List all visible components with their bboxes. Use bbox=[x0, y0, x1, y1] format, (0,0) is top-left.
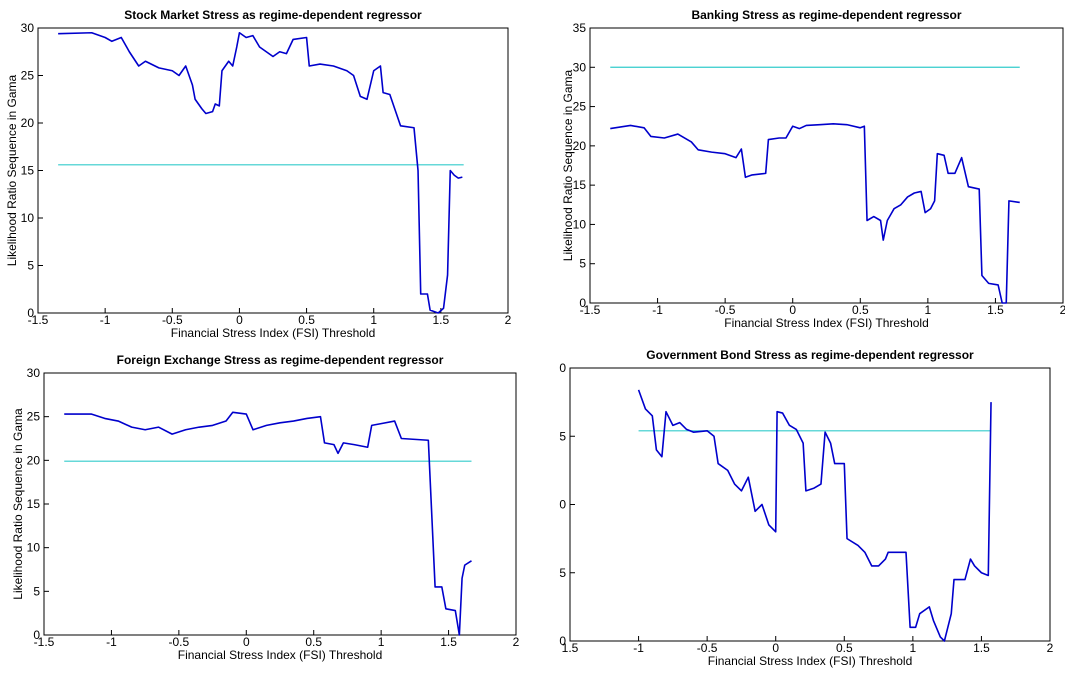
x-tick-label: 0.5 bbox=[852, 303, 869, 317]
y-tick-label: 15 bbox=[21, 164, 35, 178]
plot-area bbox=[43, 372, 517, 636]
x-tick-label: -1 bbox=[633, 641, 644, 655]
y-tick-label: 25 bbox=[573, 100, 587, 114]
x-tick-label: 1.5 bbox=[433, 313, 450, 327]
y-tick-label: 5 bbox=[559, 566, 566, 580]
x-tick-label: -1 bbox=[100, 313, 111, 327]
y-tick-label: 20 bbox=[21, 116, 35, 130]
x-tick-label: -0.5 bbox=[162, 313, 183, 327]
x-tick-label: -1.5 bbox=[580, 303, 601, 317]
y-tick-label: 30 bbox=[27, 366, 41, 380]
y-tick-label: 25 bbox=[27, 410, 41, 424]
y-tick-label: 30 bbox=[21, 21, 35, 35]
data-line bbox=[58, 31, 463, 314]
x-tick-label: 1.5 bbox=[973, 641, 990, 655]
x-tick-label: 0 bbox=[772, 641, 779, 655]
x-axis-label: Financial Stress Index (FSI) Threshold bbox=[171, 326, 376, 340]
y-tick-label: 5 bbox=[33, 584, 40, 598]
x-tick-label: 1 bbox=[370, 313, 377, 327]
x-axis-label: Financial Stress Index (FSI) Threshold bbox=[708, 654, 913, 668]
data-line bbox=[610, 123, 1020, 304]
y-tick-label: 0 bbox=[559, 634, 566, 648]
x-tick-label: 1.5 bbox=[562, 641, 579, 655]
x-tick-label: -0.5 bbox=[715, 303, 736, 317]
y-tick-label: 0 bbox=[559, 361, 566, 375]
y-tick-label: 20 bbox=[573, 139, 587, 153]
x-tick-label: 2 bbox=[505, 313, 512, 327]
x-tick-label: 0 bbox=[243, 635, 250, 649]
chart-title: Stock Market Stress as regime-dependent … bbox=[124, 8, 422, 22]
plot-area bbox=[37, 27, 509, 314]
y-axis-label: Likelihood Ratio Sequence in Gama bbox=[11, 408, 25, 600]
y-tick-label: 10 bbox=[27, 541, 41, 555]
x-tick-label: 0.5 bbox=[305, 635, 322, 649]
y-tick-label: 0 bbox=[27, 306, 34, 320]
y-tick-label: 35 bbox=[573, 21, 587, 35]
x-axis-label: Financial Stress Index (FSI) Threshold bbox=[724, 316, 929, 330]
y-tick-label: 0 bbox=[579, 296, 586, 310]
x-tick-label: 2 bbox=[513, 635, 520, 649]
y-tick-label: 5 bbox=[27, 259, 34, 273]
x-tick-label: 0.5 bbox=[298, 313, 315, 327]
x-tick-label: 0.5 bbox=[836, 641, 853, 655]
y-axis-label: Likelihood Ratio Sequence in Gama bbox=[5, 74, 19, 266]
x-axis-label: Financial Stress Index (FSI) Threshold bbox=[178, 648, 383, 662]
x-tick-label: -1.5 bbox=[28, 313, 49, 327]
x-tick-label: 0 bbox=[789, 303, 796, 317]
x-tick-label: 0 bbox=[236, 313, 243, 327]
y-tick-label: 30 bbox=[573, 60, 587, 74]
chart-panel: -1.5 -1 -0.5 0 0.5 1 1.5 205101520253035Banking… bbox=[561, 8, 1065, 330]
y-tick-label: 0 bbox=[559, 498, 566, 512]
y-tick-label: 20 bbox=[27, 453, 41, 467]
y-tick-label: 10 bbox=[21, 211, 35, 225]
y-tick-label: 15 bbox=[27, 497, 41, 511]
y-tick-label: 5 bbox=[559, 429, 566, 443]
x-tick-label: -1 bbox=[106, 635, 117, 649]
y-tick-label: 0 bbox=[33, 628, 40, 642]
x-tick-label: 1.5 bbox=[440, 635, 457, 649]
y-tick-label: 5 bbox=[579, 257, 586, 271]
y-axis-label: Likelihood Ratio Sequence in Gama bbox=[561, 69, 575, 261]
data-line bbox=[64, 411, 472, 636]
chart-panel: 1.5 -1 -0.5 0 0.5 1 1.5 2 0 5 0 5 0 Government Bond S… bbox=[559, 348, 1053, 668]
plot-area bbox=[589, 27, 1064, 304]
y-tick-label: 25 bbox=[21, 69, 35, 83]
x-tick-label: -0.5 bbox=[169, 635, 190, 649]
x-tick-label: 1 bbox=[925, 303, 932, 317]
y-tick-label: 15 bbox=[573, 178, 587, 192]
x-tick-label: 2 bbox=[1060, 303, 1065, 317]
x-tick-label: 2 bbox=[1047, 641, 1054, 655]
chart-title: Banking Stress as regime-dependent regre… bbox=[691, 8, 961, 22]
chart-title: Government Bond Stress as regime-depende… bbox=[646, 348, 974, 362]
y-tick-label: 10 bbox=[573, 217, 587, 231]
x-tick-label: 1 bbox=[910, 641, 917, 655]
plot-area bbox=[569, 367, 1051, 642]
x-tick-label: -1.5 bbox=[34, 635, 55, 649]
x-tick-label: -1 bbox=[652, 303, 663, 317]
x-tick-label: 1 bbox=[378, 635, 385, 649]
data-line bbox=[637, 389, 992, 642]
x-tick-label: -0.5 bbox=[697, 641, 718, 655]
x-tick-label: 1.5 bbox=[987, 303, 1004, 317]
chart-title: Foreign Exchange Stress as regime-depend… bbox=[117, 353, 444, 367]
